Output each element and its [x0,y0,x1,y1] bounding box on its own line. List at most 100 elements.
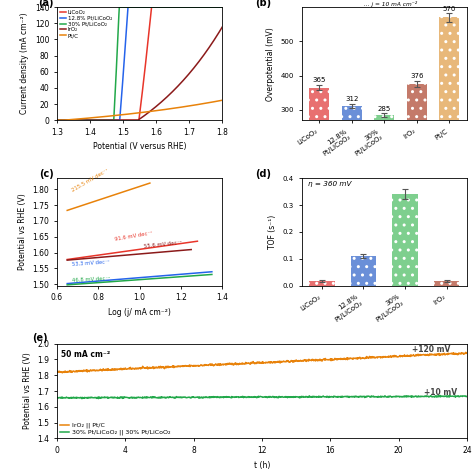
Y-axis label: Overpotential (mV): Overpotential (mV) [266,27,275,100]
Text: 53.3 mV dec⁻¹: 53.3 mV dec⁻¹ [72,260,109,267]
12.8% Pt/LiCoO₂ [135,4,140,10]
IrO₂ [54,118,60,123]
LiCoO₂ [219,4,225,10]
Pt/C [130,111,136,117]
LiCoO₂ [215,4,220,10]
Text: 376: 376 [410,73,423,80]
Pt/C [214,98,220,104]
LiCoO₂ [135,118,140,123]
30% Pt/LiCoO₂ [215,4,220,10]
30% Pt/LiCoO₂ || 30% Pt/LiCoO₂ [96,395,102,401]
30% Pt/LiCoO₂ || 30% Pt/LiCoO₂ [374,394,380,400]
Pt/C [219,98,225,103]
Text: η = 360 mV: η = 360 mV [308,182,352,187]
IrO₂ || Pt/C [464,350,470,356]
Text: +10 mV: +10 mV [424,388,457,397]
Text: (a): (a) [38,0,54,8]
IrO₂ [135,118,140,123]
Line: IrO₂: IrO₂ [57,27,222,120]
12.8% Pt/LiCoO₂ [219,4,225,10]
IrO₂ [130,118,136,123]
30% Pt/LiCoO₂ [130,4,136,10]
30% Pt/LiCoO₂ [219,4,225,10]
Legend: IrO₂ || Pt/C, 30% Pt/LiCoO₂ || 30% Pt/LiCoO₂: IrO₂ || Pt/C, 30% Pt/LiCoO₂ || 30% Pt/Li… [60,422,170,435]
30% Pt/LiCoO₂ [117,4,122,10]
Y-axis label: Potential vs RHE (V): Potential vs RHE (V) [18,193,27,270]
IrO₂ [219,24,225,30]
Text: 285: 285 [378,106,391,112]
30% Pt/LiCoO₂ [54,118,60,123]
30% Pt/LiCoO₂ || 30% Pt/LiCoO₂ [54,394,60,400]
Text: 50 mA cm⁻²: 50 mA cm⁻² [61,350,110,359]
Y-axis label: TOF (s⁻¹): TOF (s⁻¹) [268,215,277,249]
Text: 55.6 mV dec⁻¹: 55.6 mV dec⁻¹ [144,240,182,249]
Text: 46.8 mV dec⁻¹: 46.8 mV dec⁻¹ [72,276,109,283]
Bar [434,281,459,286]
Text: +120 mV: +120 mV [412,345,451,354]
IrO₂ [63,118,68,123]
X-axis label: Log (j/ mA cm⁻²): Log (j/ mA cm⁻²) [108,308,171,317]
Line: 12.8% Pt/LiCoO₂: 12.8% Pt/LiCoO₂ [57,7,222,120]
Line: 30% Pt/LiCoO₂: 30% Pt/LiCoO₂ [57,7,222,120]
Pt/C [54,118,60,123]
Text: (c): (c) [39,169,54,179]
Text: (e): (e) [32,333,48,343]
30% Pt/LiCoO₂ || 30% Pt/LiCoO₂ [79,396,85,401]
IrO₂ || Pt/C [59,370,65,375]
X-axis label: t (h): t (h) [254,461,270,470]
IrO₂ [214,32,220,38]
Pt/C [135,110,140,116]
Line: IrO₂ || Pt/C: IrO₂ || Pt/C [57,352,467,373]
LiCoO₂ [149,4,155,10]
12.8% Pt/LiCoO₂ [130,4,136,10]
30% Pt/LiCoO₂ [184,4,190,10]
30% Pt/LiCoO₂ [215,4,220,10]
X-axis label: Potential (V versus RHE): Potential (V versus RHE) [93,142,186,151]
Text: (d): (d) [255,169,271,179]
30% Pt/LiCoO₂ || 30% Pt/LiCoO₂ [382,393,387,399]
IrO₂ [215,32,220,38]
Y-axis label: Current density (mA cm⁻²): Current density (mA cm⁻²) [20,13,29,115]
Pt/C [63,117,68,123]
30% Pt/LiCoO₂ || 30% Pt/LiCoO₂ [235,394,241,400]
IrO₂ || Pt/C [54,369,60,375]
12.8% Pt/LiCoO₂ [54,118,60,123]
Line: Pt/C: Pt/C [57,100,222,120]
30% Pt/LiCoO₂ || 30% Pt/LiCoO₂ [447,392,453,398]
LiCoO₂ [184,4,190,10]
Bar [351,256,376,286]
Text: 570: 570 [443,6,456,12]
Line: 30% Pt/LiCoO₂ || 30% Pt/LiCoO₂: 30% Pt/LiCoO₂ || 30% Pt/LiCoO₂ [57,395,467,399]
Bar [342,106,362,213]
IrO₂ || Pt/C [336,356,342,362]
IrO₂ || Pt/C [374,355,380,360]
12.8% Pt/LiCoO₂ [63,118,68,123]
Text: 365: 365 [312,77,326,83]
30% Pt/LiCoO₂ || 30% Pt/LiCoO₂ [464,394,470,400]
12.8% Pt/LiCoO₂ [215,4,220,10]
LiCoO₂ [63,118,68,123]
Bar [309,281,335,286]
IrO₂ || Pt/C [220,361,226,367]
Pt/C [184,103,190,109]
Text: 312: 312 [345,96,358,102]
Bar [439,18,459,213]
Text: 215.5 mV dec⁻¹: 215.5 mV dec⁻¹ [72,168,110,193]
IrO₂ || Pt/C [463,349,468,355]
Y-axis label: Potential vs RHE (V): Potential vs RHE (V) [23,353,32,429]
Text: ... j = 10 mA cm⁻²: ... j = 10 mA cm⁻² [365,1,418,7]
12.8% Pt/LiCoO₂ [125,4,131,10]
Bar [392,194,418,286]
IrO₂ [184,73,190,79]
Text: (b): (b) [255,0,272,8]
30% Pt/LiCoO₂ [63,118,68,123]
Bar [309,88,329,213]
12.8% Pt/LiCoO₂ [215,4,220,10]
IrO₂ || Pt/C [235,361,241,366]
LiCoO₂ [130,118,136,123]
30% Pt/LiCoO₂ || 30% Pt/LiCoO₂ [220,394,226,400]
Legend: LiCoO₂, 12.8% Pt/LiCoO₂, 30% Pt/LiCoO₂, IrO₂, Pt/C: LiCoO₂, 12.8% Pt/LiCoO₂, 30% Pt/LiCoO₂, … [60,10,112,38]
IrO₂ || Pt/C [96,368,102,374]
Bar [407,84,427,213]
12.8% Pt/LiCoO₂ [184,4,190,10]
